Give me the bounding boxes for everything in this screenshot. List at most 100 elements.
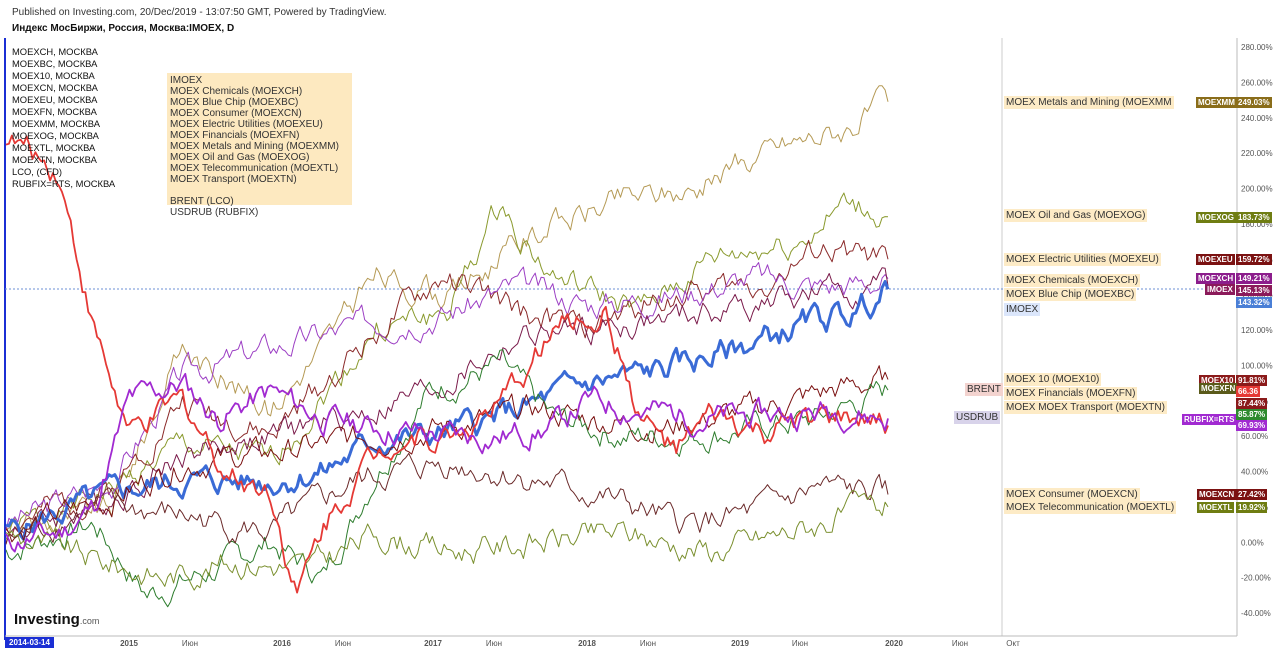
series-label-moextl: MOEX Telecommunication (MOEXTL) <box>1004 501 1177 514</box>
series-label-moexfn: MOEX Financials (MOEXFN) <box>1004 387 1138 400</box>
series-label-moexcn: MOEX Consumer (MOEXCN) <box>1004 488 1140 501</box>
x-tick-label: Июн <box>792 639 808 648</box>
series-label-moex10: MOEX 10 (MOEX10) <box>1004 373 1102 386</box>
value-tag-number: 145.13% <box>1236 285 1272 296</box>
brent-tag: BRENT <box>965 383 1003 396</box>
legend-box-line <box>170 185 349 196</box>
series-legend-list: MOEXCH, МОСКВА MOEXBC, МОСКВА MOEX10, МО… <box>12 46 115 190</box>
y-tick-label: -40.00% <box>1241 609 1271 618</box>
x-tick-label: Июн <box>182 639 198 648</box>
legend-item[interactable]: MOEXMM, МОСКВА <box>12 118 100 129</box>
y-tick-label: 120.00% <box>1241 326 1273 335</box>
legend-box-line: MOEX Transport (MOEXTN) <box>170 174 297 185</box>
chart-symbol-title: Индекс МосБиржи, Россия, Москва:IMOEX, D <box>12 23 235 34</box>
x-tick-label: 2015 <box>120 639 138 648</box>
value-tag-label: MOEXCH <box>1196 273 1236 284</box>
value-tag-number: 87.44% <box>1236 398 1268 409</box>
series-line-moex-blue-chip-moexbc <box>5 267 889 544</box>
series-label-moextn: MOEX MOEX Transport (MOEXTN) <box>1004 401 1167 414</box>
value-tag-number: 159.72% <box>1236 254 1272 265</box>
legend-item[interactable]: MOEX10, МОСКВА <box>12 70 95 81</box>
series-label-imoex: IMOEX <box>1004 303 1041 316</box>
value-tag-number: 66.36 <box>1236 386 1261 397</box>
value-tag-number: 183.73% <box>1236 212 1272 223</box>
legend-box-line: MOEX Financials (MOEXFN) <box>170 130 300 141</box>
x-tick-label: 2019 <box>731 639 749 648</box>
value-tag-label: MOEXTL <box>1197 502 1235 513</box>
x-tick-label: Окт <box>1006 639 1020 648</box>
x-tick-label: 2020 <box>885 639 903 648</box>
legend-item[interactable]: MOEXOG, МОСКВА <box>12 130 99 141</box>
value-tag-number: 69.93% <box>1236 420 1268 431</box>
legend-box-line: MOEX Blue Chip (MOEXBC) <box>170 97 299 108</box>
series-line-moex-telecommunication-moextl <box>5 490 889 591</box>
y-tick-label: 0.00% <box>1241 538 1264 547</box>
x-tick-label: 2016 <box>273 639 291 648</box>
legend-box-line: MOEX Electric Utilities (MOEXEU) <box>170 119 323 130</box>
legend-box-line: MOEX Chemicals (MOEXCH) <box>170 86 303 97</box>
legend-item[interactable]: RUBFIX=RTS, МОСКВА <box>12 178 116 189</box>
series-line-brent-lco <box>5 134 889 594</box>
legend-box-line: USDRUB (RUBFIX) <box>170 207 259 218</box>
legend-item[interactable]: MOEXEU, МОСКВА <box>12 94 98 105</box>
value-tag-number: 91.81% <box>1236 375 1268 386</box>
series-label-moexmm: MOEX Metals and Mining (MOEXMM <box>1004 96 1174 109</box>
published-note: Published on Investing.com, 20/Dec/2019 … <box>12 7 387 18</box>
y-tick-label: 240.00% <box>1241 114 1273 123</box>
value-tag-label: RUBFIX=RTS <box>1182 414 1237 425</box>
value-tag-number: 85.87% <box>1236 409 1268 420</box>
value-tag-label: MOEXCN <box>1197 489 1237 500</box>
series-label-moexeu: MOEX Electric Utilities (MOEXEU) <box>1004 253 1161 266</box>
legend-box-line: BRENT (LCO) <box>170 196 234 207</box>
legend-item[interactable]: MOEXBC, МОСКВА <box>12 58 98 69</box>
value-tag-number: 249.03% <box>1236 97 1272 108</box>
legend-item[interactable]: MOEXFN, МОСКВА <box>12 106 97 117</box>
series-line-moex-chemicals-moexch <box>5 262 889 531</box>
series-line-moex-10-moex10 <box>5 365 889 543</box>
usdrub-tag: USDRUB <box>954 411 1001 424</box>
value-tag-label: MOEXMM <box>1196 97 1237 108</box>
legend-item[interactable]: LCO, (CFD) <box>12 166 62 177</box>
series-line-moex-metals-and-mining-moexmm <box>5 85 889 534</box>
legend-box-line: MOEX Telecommunication (MOEXTL) <box>170 163 339 174</box>
legend-item[interactable]: MOEXTL, МОСКВА <box>12 142 96 153</box>
series-label-moexbc: MOEX Blue Chip (MOEXBC) <box>1004 288 1137 301</box>
value-tag-label: MOEXEU <box>1196 254 1235 265</box>
series-label-moexch: MOEX Chemicals (MOEXCH) <box>1004 274 1141 287</box>
value-tag-label: MOEX10 <box>1199 375 1236 386</box>
legend-item[interactable]: MOEXCN, МОСКВА <box>12 82 98 93</box>
y-tick-label: 220.00% <box>1241 149 1273 158</box>
start-date-marker: 2014-03-14 <box>5 637 54 648</box>
y-tick-label: 40.00% <box>1241 468 1268 477</box>
x-tick-label: Июн <box>640 639 656 648</box>
y-tick-label: 260.00% <box>1241 78 1273 87</box>
value-tag-label: MOEXOG <box>1196 212 1237 223</box>
x-tick-label: Июн <box>952 639 968 648</box>
y-tick-label: 60.00% <box>1241 432 1268 441</box>
y-tick-label: 100.00% <box>1241 361 1273 370</box>
y-tick-label: 200.00% <box>1241 185 1273 194</box>
series-label-moexog: MOEX Oil and Gas (MOEXOG) <box>1004 209 1148 222</box>
annotation-legend-box: IMOEX MOEX Chemicals (MOEXCH) MOEX Blue … <box>167 73 352 218</box>
y-tick-label: 180.00% <box>1241 220 1273 229</box>
legend-box-line: MOEX Oil and Gas (MOEXOG) <box>170 152 310 163</box>
value-tag-number: 143.32% <box>1236 297 1272 308</box>
x-tick-label: Июн <box>486 639 502 648</box>
legend-box-line: IMOEX <box>170 75 203 86</box>
x-axis-ticks: 2015 Июн 2016 Июн 2017 Июн 2018 Июн 2019 Июн 2020 И… <box>120 639 1020 648</box>
legend-item[interactable]: MOEXTN, МОСКВА <box>12 154 97 165</box>
y-tick-label: 280.00% <box>1241 43 1273 52</box>
y-axis-ticks: 280.00% 260.00% 240.00% 220.00% 200.00% 180.0… <box>1241 43 1273 618</box>
series-line-usdrub-rubfix <box>5 372 889 553</box>
series-line-moex-transport-moextn <box>5 452 889 545</box>
investing-logo: Investing.com <box>14 611 100 628</box>
series-line-moex-electric-utilities-moexeu <box>5 239 889 537</box>
legend-item[interactable]: MOEXCH, МОСКВА <box>12 46 98 57</box>
y-tick-label: -20.00% <box>1241 574 1271 583</box>
value-tag-number: 149.21% <box>1236 273 1272 284</box>
x-tick-label: 2018 <box>578 639 596 648</box>
x-tick-label: Июн <box>335 639 351 648</box>
legend-box-line: MOEX Metals and Mining (MOEXMM) <box>170 141 339 152</box>
x-tick-label: 2017 <box>424 639 442 648</box>
